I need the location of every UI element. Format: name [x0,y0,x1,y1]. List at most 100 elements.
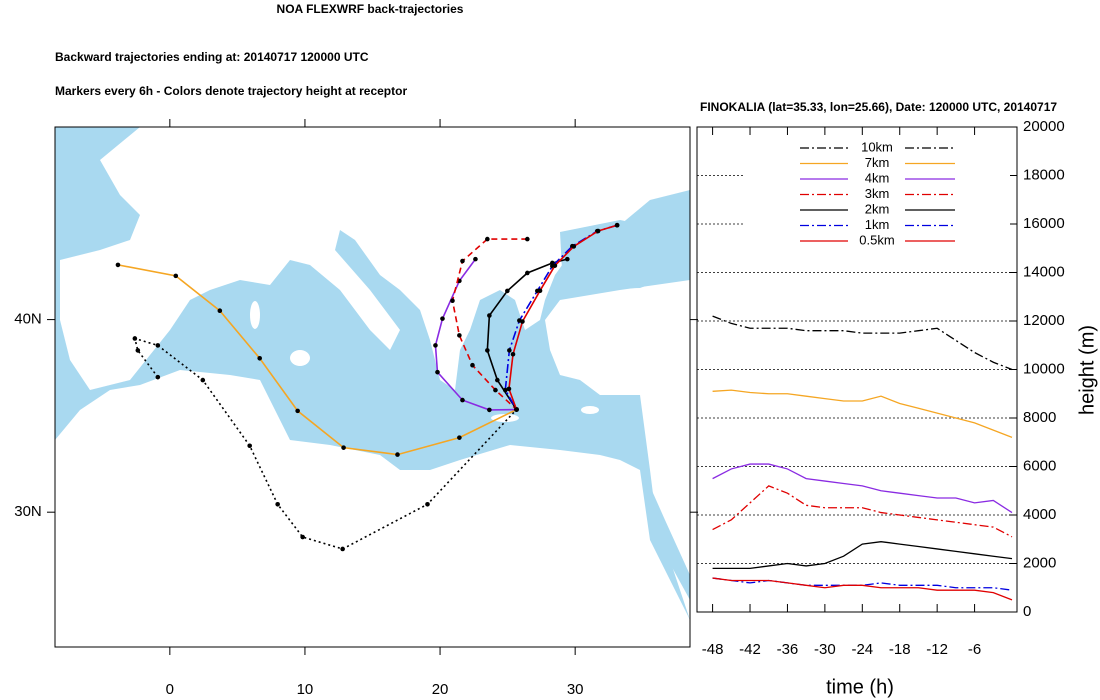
marker [510,351,516,357]
legend-label: 1km [865,217,890,232]
trajectory [451,238,528,411]
y-tick-label: 30N [14,503,42,520]
series-line [712,485,1013,538]
x-tick-label: -36 [777,641,799,658]
marker [257,356,262,361]
marker [520,319,525,324]
x-tick-label: 30 [567,681,584,698]
marker [300,534,305,540]
marker [425,501,430,507]
marker [217,308,223,314]
y-tick-label: 0 [1023,603,1031,620]
x-tick-label: -12 [926,641,948,658]
marker [525,270,530,276]
marker [295,408,300,414]
marker [552,263,558,268]
marker [275,501,280,507]
marker [435,369,440,375]
island [250,301,260,329]
series-line [712,315,1013,371]
marker [487,313,492,318]
x-tick-label: 0 [166,681,174,698]
y-tick-label: 2000 [1023,554,1056,571]
series-line [712,463,1013,514]
marker [514,407,519,412]
marker [506,386,512,392]
marker [487,407,492,413]
marker [614,222,620,228]
marker [440,316,445,321]
marker [135,348,141,353]
marker [200,377,206,383]
map-frame [54,126,691,648]
x-tick-label: -18 [889,641,911,658]
subtitle: Markers every 6h - Colors denote traject… [55,84,407,98]
marker [395,452,400,457]
marker [507,348,512,353]
y-tick-label: 14000 [1023,263,1065,280]
series-line [712,577,1013,601]
x-tick-label: -24 [851,641,873,658]
y-tick-label: 16000 [1023,215,1065,232]
y-tick-label: 8000 [1023,409,1056,426]
legend-label: 0.5km [859,232,894,247]
x-axis-label: time (h) [826,676,894,698]
marker [525,236,530,242]
marker [457,435,462,440]
land [60,127,690,390]
legend [745,138,1010,257]
series-line [712,577,1013,591]
marker [115,262,121,268]
legend-label: 7km [865,155,890,170]
marker [341,445,346,450]
trajectory [434,258,517,411]
legend-label: 2km [865,201,890,216]
x-tick-label: -42 [739,641,761,658]
trajectory [486,258,568,410]
y-tick-label: 40N [14,311,42,328]
marker [495,377,500,383]
figure-title: NOA FLEXWRF back-trajectories [277,2,464,16]
y-tick-label: 12000 [1023,312,1065,329]
marker [537,288,543,294]
x-tick-label: 20 [432,681,449,698]
marker [595,228,601,234]
marker [155,374,161,380]
marker [450,298,455,304]
marker [460,258,465,264]
y-tick-label: 6000 [1023,457,1056,474]
subtitle: Backward trajectories ending at: 2014071… [55,50,369,64]
marker [155,343,161,348]
y-tick-label: 20000 [1023,118,1065,135]
marker [571,244,577,249]
marker [460,397,465,403]
series-line [712,389,1013,439]
marker [173,273,179,279]
marker [505,288,510,294]
legend-label: 10km [861,139,893,154]
red-sea [645,475,690,600]
marker [485,348,490,353]
island [491,414,519,422]
trajectories [115,222,620,552]
y-axis-label: height (m) [1076,325,1098,415]
y-tick-label: 18000 [1023,166,1065,183]
x-tick-label: -30 [814,641,836,658]
legend-label: 4km [865,170,890,185]
land [55,370,690,647]
map [55,127,690,647]
marker [493,387,498,393]
island [290,350,310,366]
black-sea [560,220,690,290]
marker [433,343,438,348]
x-tick-label: -48 [702,641,724,658]
series-line [712,541,1013,569]
marker [503,387,508,393]
marker [565,256,570,262]
island [581,406,599,414]
marker [457,333,462,338]
marker [485,236,490,242]
marker [340,546,345,552]
x-tick-label: -6 [968,641,981,658]
